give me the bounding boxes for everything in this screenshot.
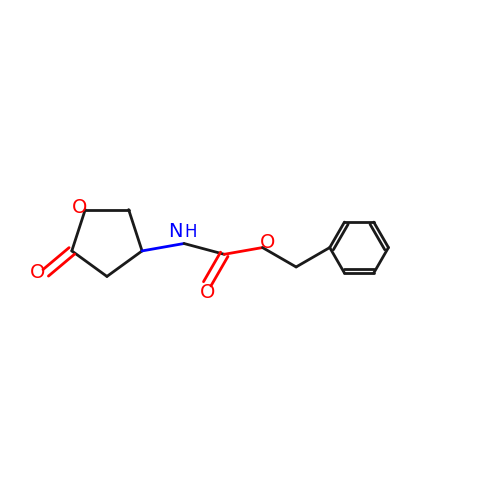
Text: H: H xyxy=(184,223,197,241)
Text: O: O xyxy=(260,233,275,252)
Text: N: N xyxy=(169,222,183,241)
Text: O: O xyxy=(200,283,215,302)
Text: O: O xyxy=(72,198,87,217)
Text: O: O xyxy=(30,263,45,282)
